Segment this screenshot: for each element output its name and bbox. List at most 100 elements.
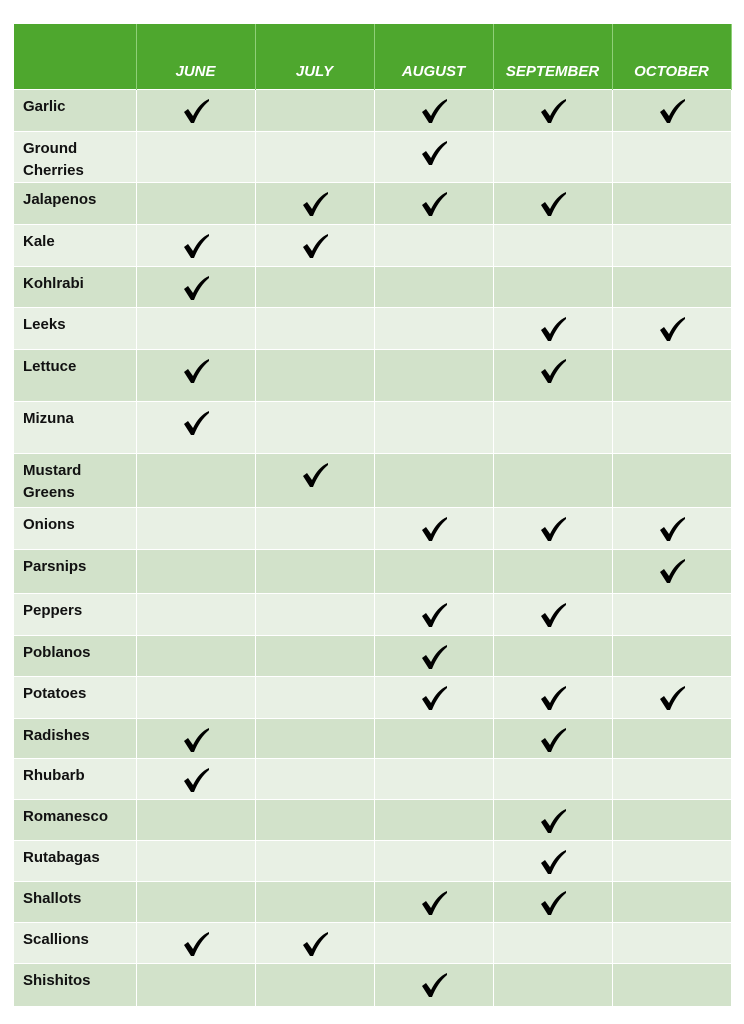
- check-icon: [539, 890, 567, 916]
- month-cell: [255, 593, 375, 636]
- month-cell: [493, 507, 613, 550]
- check-icon: [182, 410, 210, 436]
- crop-name: Mustard Greens: [14, 453, 137, 508]
- check-icon: [539, 727, 567, 753]
- table-row: Mizuna: [14, 401, 732, 454]
- check-icon: [539, 849, 567, 875]
- month-cell: [493, 881, 613, 923]
- crop-name: Lettuce: [14, 349, 137, 402]
- month-cell: [374, 758, 494, 800]
- month-cell: [493, 840, 613, 882]
- check-icon: [539, 316, 567, 342]
- check-icon: [182, 98, 210, 124]
- table-row: Leeks: [14, 307, 732, 350]
- check-icon: [539, 191, 567, 217]
- month-cell: [136, 307, 256, 350]
- crop-name: Garlic: [14, 89, 137, 132]
- month-cell: [493, 131, 613, 183]
- month-cell: [255, 963, 375, 1006]
- month-cell: [612, 89, 732, 132]
- month-cell: [374, 131, 494, 183]
- month-cell: [612, 799, 732, 841]
- month-cell: [612, 401, 732, 454]
- month-cell: [493, 635, 613, 677]
- month-cell: [493, 89, 613, 132]
- month-cell: [493, 718, 613, 759]
- month-cell: [493, 676, 613, 719]
- month-cell: [374, 840, 494, 882]
- table-row: Peppers: [14, 593, 732, 636]
- month-cell: [255, 881, 375, 923]
- header-row: JUNE JULY AUGUST SEPTEMBER OCTOBER: [14, 24, 732, 90]
- month-cell: [136, 840, 256, 882]
- month-cell: [493, 224, 613, 267]
- month-cell: [136, 89, 256, 132]
- crop-name: Radishes: [14, 718, 137, 759]
- month-cell: [374, 549, 494, 594]
- month-cell: [255, 266, 375, 308]
- check-icon: [420, 972, 448, 998]
- month-cell: [493, 922, 613, 964]
- month-cell: [374, 922, 494, 964]
- month-cell: [255, 676, 375, 719]
- month-cell: [612, 963, 732, 1006]
- month-cell: [612, 182, 732, 225]
- table-row: Potatoes: [14, 676, 732, 719]
- month-cell: [255, 758, 375, 800]
- table-row: Garlic: [14, 89, 732, 132]
- table-row: Shishitos: [14, 963, 732, 1006]
- month-cell: [136, 758, 256, 800]
- month-cell: [612, 549, 732, 594]
- month-cell: [374, 349, 494, 402]
- month-cell: [374, 881, 494, 923]
- month-cell: [255, 89, 375, 132]
- month-cell: [374, 635, 494, 677]
- crop-name: Kohlrabi: [14, 266, 137, 308]
- month-cell: [136, 922, 256, 964]
- month-cell: [493, 549, 613, 594]
- month-cell: [374, 718, 494, 759]
- table-row: Mustard Greens: [14, 453, 732, 508]
- month-cell: [493, 799, 613, 841]
- month-cell: [255, 307, 375, 350]
- crop-name: Potatoes: [14, 676, 137, 719]
- check-icon: [301, 462, 329, 488]
- month-cell: [136, 507, 256, 550]
- month-cell: [136, 401, 256, 454]
- check-icon: [182, 358, 210, 384]
- crop-name: Parsnips: [14, 549, 137, 594]
- month-cell: [136, 718, 256, 759]
- check-icon: [420, 602, 448, 628]
- check-icon: [658, 516, 686, 542]
- month-cell: [136, 963, 256, 1006]
- month-cell: [612, 635, 732, 677]
- check-icon: [420, 890, 448, 916]
- month-cell: [374, 676, 494, 719]
- check-icon: [301, 191, 329, 217]
- month-cell: [374, 453, 494, 508]
- month-cell: [612, 453, 732, 508]
- month-cell: [136, 182, 256, 225]
- header-september: SEPTEMBER: [493, 24, 613, 90]
- table-row: Rutabagas: [14, 840, 732, 882]
- month-cell: [374, 401, 494, 454]
- check-icon: [658, 316, 686, 342]
- month-cell: [374, 307, 494, 350]
- check-icon: [539, 358, 567, 384]
- month-cell: [493, 593, 613, 636]
- month-cell: [612, 676, 732, 719]
- month-cell: [493, 453, 613, 508]
- month-cell: [136, 349, 256, 402]
- check-icon: [420, 644, 448, 670]
- month-cell: [255, 718, 375, 759]
- check-icon: [539, 516, 567, 542]
- month-cell: [612, 593, 732, 636]
- month-cell: [136, 881, 256, 923]
- crop-name: Peppers: [14, 593, 137, 636]
- table-row: Jalapenos: [14, 182, 732, 225]
- month-cell: [612, 881, 732, 923]
- month-cell: [374, 799, 494, 841]
- table-row: Lettuce: [14, 349, 732, 402]
- crop-name: Romanesco: [14, 799, 137, 841]
- month-cell: [612, 922, 732, 964]
